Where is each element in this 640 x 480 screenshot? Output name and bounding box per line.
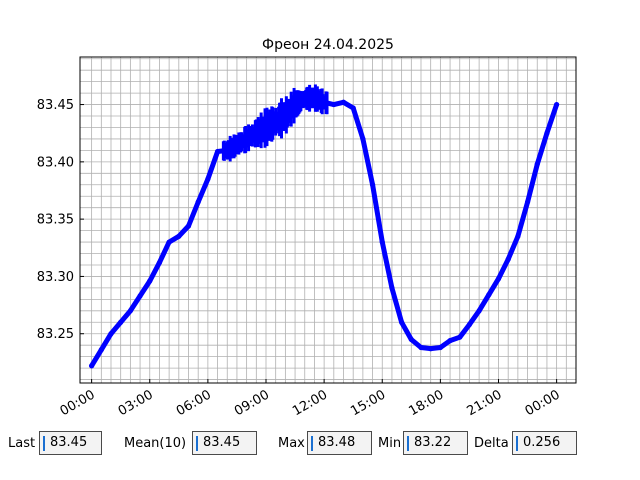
data-point [524, 199, 531, 205]
data-point [311, 95, 318, 101]
chart: Фреон 24.04.2025 00:00 03:00 06:00 09:00 12:… [37, 37, 577, 419]
data-point [127, 308, 133, 314]
delta-label: Delta [474, 436, 509, 451]
data-point [205, 176, 211, 182]
max-value-field[interactable]: 83.48 [307, 431, 372, 455]
mean-label: Mean(10) [124, 436, 187, 451]
data-point [476, 308, 482, 314]
data-point [185, 223, 192, 229]
data-point [399, 319, 405, 325]
y-tick-label: 83.35 [37, 213, 74, 228]
data-point [350, 105, 356, 111]
data-point [214, 148, 221, 155]
data-point [389, 285, 395, 291]
data-point [418, 344, 424, 351]
data-point [98, 347, 104, 353]
data-point [554, 101, 560, 108]
stats-bar: Last 83.45 Mean(10) 83.45 Max 83.48 Min … [0, 430, 640, 460]
plot-frame [79, 56, 577, 384]
data-point [428, 346, 434, 352]
data-point [118, 319, 124, 325]
data-point [457, 334, 463, 340]
data-point [176, 233, 182, 239]
x-axis: 00:00 03:00 06:00 09:00 12:00 15:00 18:00 21:00… [58, 379, 563, 419]
x-tick-label: 18:00 [406, 387, 446, 419]
data-point [89, 363, 95, 369]
chart-title: Фреон 24.04.2025 [262, 37, 394, 53]
data-point [447, 338, 453, 344]
data-point [340, 99, 347, 105]
data-point [321, 99, 327, 105]
last-label: Last [8, 436, 36, 451]
x-tick-label: 03:00 [116, 387, 156, 419]
max-label: Max [278, 436, 305, 451]
x-tick-label: 06:00 [174, 387, 214, 419]
data-point [515, 233, 521, 239]
data-point [263, 124, 269, 131]
data-point [137, 293, 143, 299]
data-point [360, 136, 366, 142]
data-point [195, 199, 201, 205]
chart-grid [80, 57, 577, 383]
min-value-field[interactable]: 83.22 [403, 431, 468, 455]
data-point [147, 278, 153, 284]
data-point [224, 147, 230, 153]
mean-value-field[interactable]: 83.45 [192, 431, 257, 455]
y-tick-label: 83.30 [37, 270, 74, 285]
data-point [331, 101, 337, 108]
data-point [505, 256, 511, 262]
data-point [292, 101, 298, 108]
y-tick-label: 83.40 [37, 155, 74, 170]
x-tick-label: 09:00 [232, 387, 272, 419]
x-tick-label: 12:00 [290, 387, 330, 419]
chart-series [89, 95, 560, 369]
data-point [302, 96, 308, 102]
data-point [437, 344, 443, 351]
last-value-field[interactable]: 83.45 [39, 431, 102, 455]
x-tick-label: 00:00 [523, 387, 563, 419]
data-point [534, 161, 540, 167]
data-point [544, 130, 550, 136]
x-tick-label: 21:00 [465, 387, 505, 419]
data-point [495, 276, 502, 282]
data-point [273, 119, 279, 125]
data-point [253, 130, 259, 136]
x-tick-label: 15:00 [348, 387, 388, 419]
data-point [244, 136, 250, 142]
data-point [166, 239, 172, 245]
data-point [108, 331, 114, 337]
data-point [408, 336, 414, 343]
data-point [486, 292, 492, 298]
data-point [466, 321, 473, 328]
x-tick-label: 00:00 [58, 387, 98, 419]
data-point [379, 239, 385, 245]
delta-value-field[interactable]: 0.256 [512, 431, 577, 455]
y-tick-label: 83.45 [37, 98, 74, 113]
y-axis: 83.25 83.30 83.35 83.40 83.45 [37, 98, 84, 342]
y-tick-label: 83.25 [37, 327, 74, 342]
data-point [234, 142, 240, 148]
data-point [156, 260, 163, 266]
data-point [369, 182, 376, 188]
min-label: Min [378, 436, 402, 451]
data-point [282, 113, 288, 119]
